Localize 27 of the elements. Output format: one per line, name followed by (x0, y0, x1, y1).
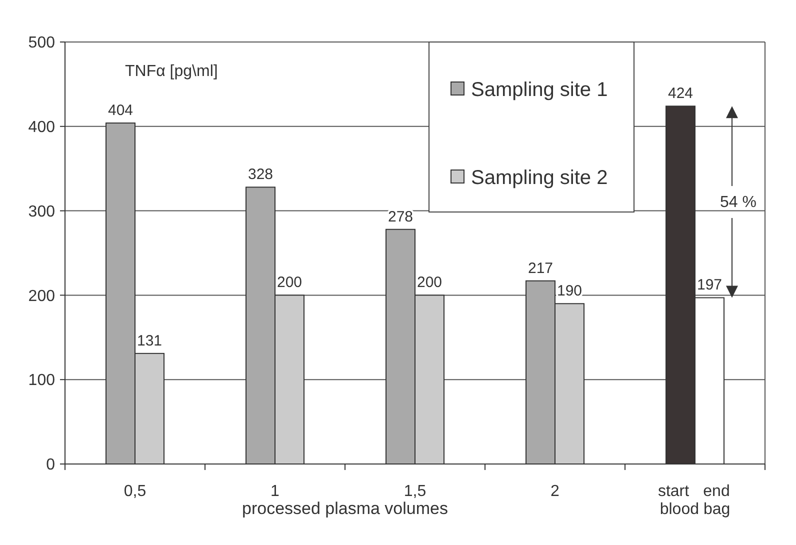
data-label: 200 (276, 274, 302, 292)
x-axis-title: processed plasma volumes (242, 499, 448, 518)
y-axis-title: TNFα [pg\ml] (125, 63, 218, 80)
data-label: 278 (388, 208, 414, 226)
annotation: 54 % (720, 194, 756, 211)
data-label: 200 (416, 274, 442, 292)
x-tick-label: 1 (270, 483, 280, 500)
data-label: 217 (528, 260, 554, 277)
data-label: 328 (248, 166, 274, 184)
x-tick-label: 0,5 (124, 483, 146, 500)
data-label: 197 (696, 276, 722, 294)
legend-label: Sampling site 1 (471, 79, 608, 101)
series-label: start (658, 483, 690, 500)
y-tick-label: 400 (28, 119, 56, 136)
x-tick-label: 1,5 (404, 483, 426, 500)
x-tick-label: 2 (550, 483, 560, 500)
data-label: 404 (108, 102, 134, 120)
legend-label: Sampling site 2 (471, 167, 608, 189)
y-tick-label: 100 (28, 372, 56, 390)
y-tick-label: 0 (46, 456, 56, 474)
y-tick-label: 300 (28, 203, 56, 220)
data-label: 424 (668, 85, 694, 102)
series-label: end (703, 483, 730, 500)
y-tick-label: 500 (28, 34, 56, 52)
y-tick-label: 200 (28, 288, 56, 305)
x-tick-label: blood bag (660, 501, 730, 518)
data-label: 131 (136, 332, 162, 350)
